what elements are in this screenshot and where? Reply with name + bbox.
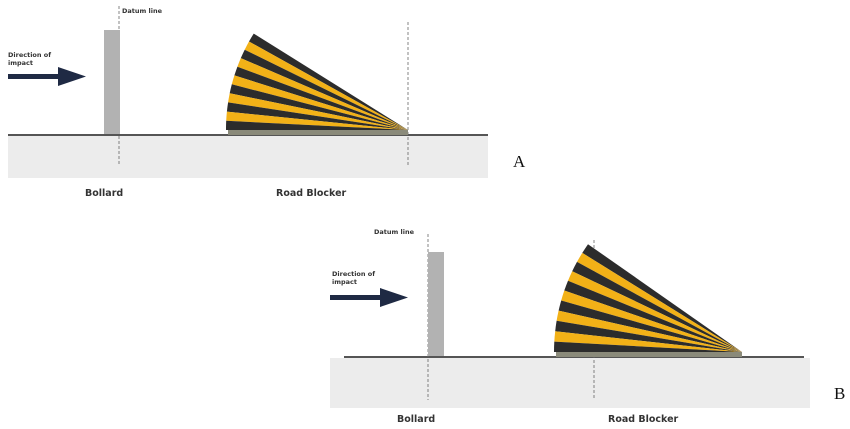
blocker-stripe xyxy=(229,84,408,130)
blocker-stripe xyxy=(231,75,408,130)
road-blocker-base xyxy=(556,352,742,357)
blocker-stripe xyxy=(234,66,408,130)
road-blocker-base xyxy=(228,130,408,135)
road-blocker-plate xyxy=(554,244,742,352)
blocker-stripe xyxy=(554,341,742,352)
bollard-label: Bollard xyxy=(85,188,124,199)
panel-b-graphics xyxy=(330,234,810,408)
bollard-label: Bollard xyxy=(397,414,436,425)
road-blocker-label: Road Blocker xyxy=(608,414,679,425)
blocker-stripe xyxy=(240,49,408,131)
datum-line-label: Datum line xyxy=(374,228,415,236)
blocker-stripe xyxy=(564,280,742,352)
blocker-stripe xyxy=(561,290,742,352)
impact-direction-label: Direction of impact xyxy=(332,270,376,286)
ground-fill xyxy=(330,358,810,408)
blocker-stripe xyxy=(237,58,408,130)
road-blocker-plate xyxy=(225,33,408,131)
direction-arrow xyxy=(330,288,408,307)
blocker-stripe xyxy=(556,310,742,352)
bollard-post xyxy=(428,252,444,356)
blocker-stripe xyxy=(555,320,742,352)
blocker-stripe xyxy=(225,120,408,130)
datum-line-label: Datum line xyxy=(122,7,163,15)
blocker-stripe xyxy=(577,252,742,352)
blocker-stripe xyxy=(228,93,408,130)
blocker-stripe xyxy=(582,244,742,352)
diagram-panel-a: Datum line Direction of impact Bollard R… xyxy=(0,0,525,210)
road-blocker-label: Road Blocker xyxy=(276,188,347,199)
blocker-stripe xyxy=(554,331,742,352)
panel-a-graphics xyxy=(8,6,488,178)
blocker-stripe xyxy=(572,261,742,352)
direction-arrow xyxy=(8,67,86,86)
blocker-stripe xyxy=(249,33,408,130)
blocker-stripe xyxy=(226,102,408,130)
diagram-panel-b: Datum line Direction of impact Bollard R… xyxy=(322,220,845,429)
blocker-stripe xyxy=(226,111,408,130)
blocker-stripe xyxy=(568,271,742,352)
panel-letter: B xyxy=(834,384,846,403)
impact-direction-label: Direction of impact xyxy=(8,51,52,67)
bollard-post xyxy=(104,30,120,134)
ground-fill xyxy=(8,136,488,178)
panel-letter: A xyxy=(513,152,526,171)
blocker-stripe xyxy=(244,41,408,130)
blocker-stripe xyxy=(558,300,742,352)
